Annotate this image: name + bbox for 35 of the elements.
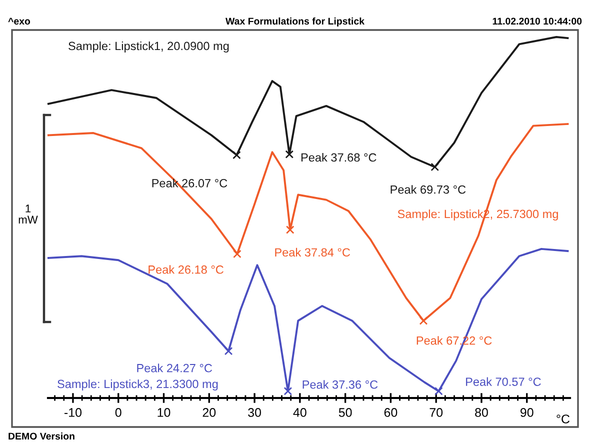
annotation: Peak 69.73 °C xyxy=(390,185,466,194)
point xyxy=(233,250,242,258)
text: Sample: Lipstick1, 20.0900 mg xyxy=(68,42,229,53)
text: DEMO Version xyxy=(8,432,74,440)
point xyxy=(430,162,440,172)
x-tick-label: 70 xyxy=(430,408,443,417)
chart-title: Wax Formulations for Lipstick xyxy=(226,17,365,27)
x-tick-label: 60 xyxy=(384,408,398,417)
x-tick-label: 40 xyxy=(293,408,306,417)
x-tick-label: 30 xyxy=(248,408,261,417)
point xyxy=(232,150,241,160)
x-tick-label: 10 xyxy=(158,408,170,417)
x-tick-label: 90 xyxy=(520,408,534,417)
text: 1 mW xyxy=(18,204,38,224)
x-tick-label: 0 xyxy=(115,408,122,417)
point xyxy=(286,226,294,234)
annotation: Peak 70.57 °C xyxy=(466,377,541,386)
point xyxy=(285,150,294,158)
annotation: Peak 37.84 °C xyxy=(275,248,350,257)
annotation: Peak 24.27 °C xyxy=(137,364,212,372)
annotation: Peak 37.36 °C xyxy=(302,380,378,389)
x-tick-label: -10 xyxy=(64,408,82,417)
point xyxy=(284,386,292,396)
text: 11.02.2010 10:44:00 xyxy=(492,18,582,25)
annotation: Peak 37.68 °C xyxy=(301,152,376,162)
point xyxy=(419,316,428,325)
annotation: Peak 26.18 °C xyxy=(148,265,224,274)
x-tick-label: 20 xyxy=(202,408,216,417)
point xyxy=(434,386,443,396)
x-tick-label: 80 xyxy=(475,408,488,417)
x-tick-label: 50 xyxy=(338,408,352,417)
text: ^exo xyxy=(8,18,30,25)
text: Sample: Lipstick3, 21.3300 mg xyxy=(58,379,218,391)
x-axis-title: °C xyxy=(556,414,570,424)
point xyxy=(224,346,233,356)
